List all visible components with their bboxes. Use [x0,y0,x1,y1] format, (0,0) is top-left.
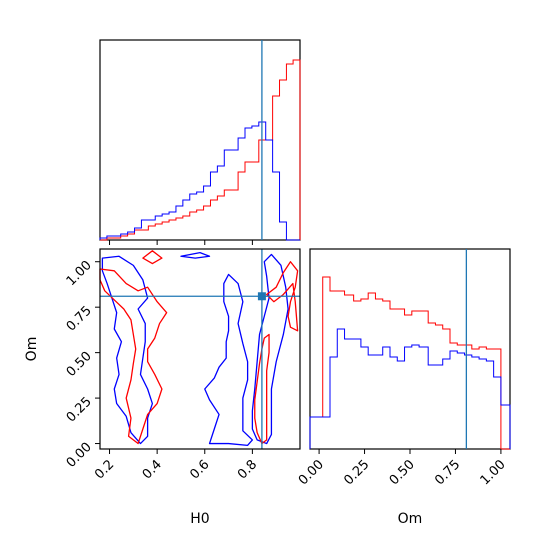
Om-histogram-blue [309,328,511,449]
Om-marginal-tick-label: 0.25 [341,457,372,488]
Om-marginal-frame [309,248,511,450]
H0-histogram-red [100,59,301,241]
Om-marginal-tick-label: 0.50 [387,457,418,488]
contour-red [266,261,299,332]
Om-tick-label: 0.00 [64,440,95,471]
contour-blue [204,273,254,447]
contour-red [142,250,163,265]
Om-marginal-tick-label: 0.00 [296,457,327,488]
contour-blue [180,251,211,259]
joint-frame [99,248,301,450]
Om-tick-label: 0.25 [64,394,95,425]
H0-tick-label: 0.2 [92,457,117,482]
H0-tick-label: 0.8 [235,457,260,482]
y-axis-label-Om: Om [24,337,40,362]
contour-red [99,268,168,445]
Om-marginal-tick-label: 1.00 [478,457,509,488]
contour-blue [101,255,154,445]
contour-blue [251,253,289,445]
Om-marginal-panel: 0.00 0.25 0.50 0.75 1.00 [296,248,511,488]
contour-red [254,333,270,445]
Om-tick-label: 1.00 [64,258,95,289]
H0-Om-joint-panel: 0.2 0.4 0.6 0.8 0.00 0.25 0.50 0.75 1.00 [64,248,301,482]
truth-marker [257,292,266,301]
H0-marginal-panel [99,39,301,245]
Om-marginal-tick-label: 0.75 [432,457,463,488]
Om-histogram-red [309,276,510,450]
x-axis-label-Om: Om [398,511,423,527]
H0-tick-label: 0.6 [187,457,212,482]
x-axis-label-H0: H0 [190,511,209,527]
Om-tick-label: 0.50 [64,349,95,380]
H0-tick-label: 0.4 [140,457,165,482]
H0-histogram-blue [99,121,300,241]
Om-tick-label: 0.75 [64,303,95,334]
